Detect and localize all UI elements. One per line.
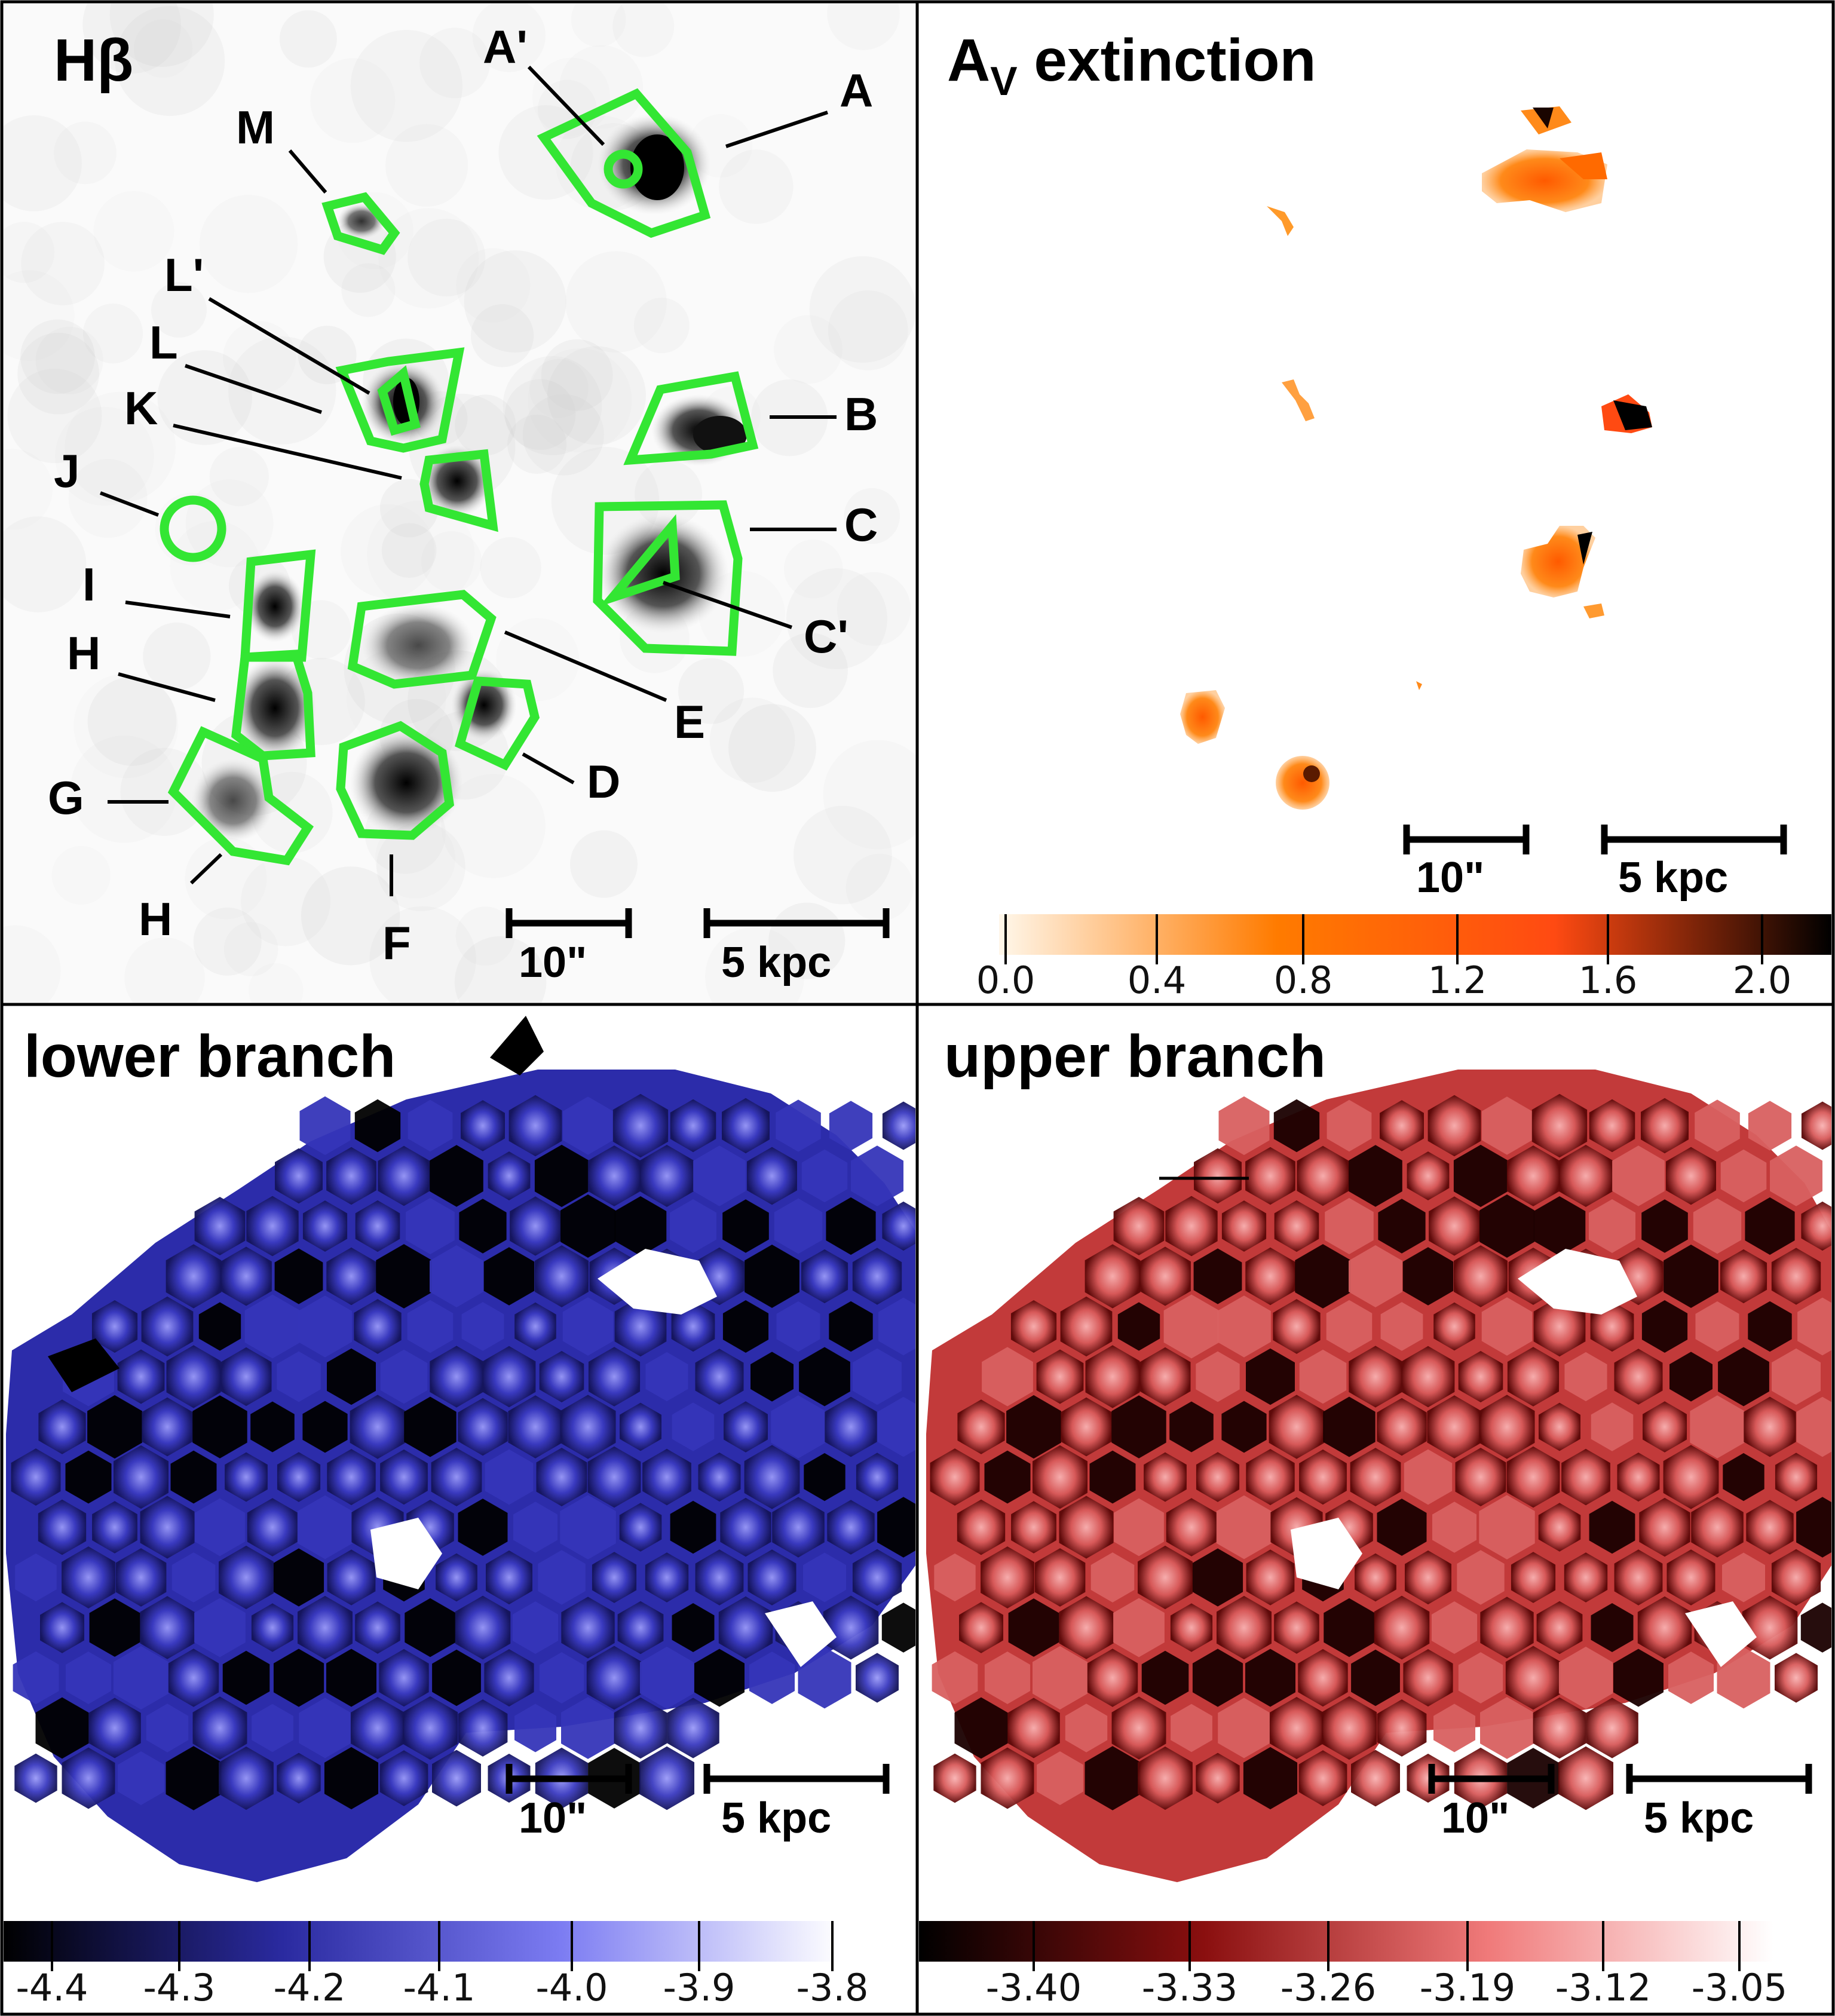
av-panel: AV extinction 10" 5 kpc 0.0 0.4 0.8 1.2 1.6 2… xyxy=(919,4,1831,1003)
region-label-B: B xyxy=(844,388,878,440)
upper-tick-label: -3.26 xyxy=(1280,1966,1376,2009)
hbeta-panel: A' A M L' L K B J C I C' H E D G F H Hβ … xyxy=(4,4,915,1003)
region-M xyxy=(321,192,400,255)
lower-tick-label: -4.3 xyxy=(143,1966,216,2009)
lower-tick-label: -4.1 xyxy=(403,1966,476,2009)
upper-cells xyxy=(930,1093,1831,1810)
region-C xyxy=(593,500,743,656)
upper-panel: upper branch 10" 5 kpc -3.40 -3.33 -3.26 -3… xyxy=(919,1006,1831,2009)
region-label-M: M xyxy=(236,101,275,154)
region-label-K: K xyxy=(124,382,158,434)
region-K xyxy=(419,449,498,532)
av-tick-label: 0.8 xyxy=(1274,958,1333,1002)
region-E xyxy=(347,590,497,689)
region-L xyxy=(377,365,421,436)
lower-colorbar-ticks: -4.4 -4.3 -4.2 -4.1 -4.0 -3.9 -3.8 xyxy=(16,1921,869,2009)
upper-tick-label: -3.19 xyxy=(1420,1966,1515,2009)
lower-tick-label: -3.9 xyxy=(663,1966,736,2009)
lower-tick-label: -4.2 xyxy=(274,1966,346,2009)
svg-text:10": 10" xyxy=(519,939,587,986)
region-label-E: E xyxy=(674,696,705,748)
av-tick-label: 2.0 xyxy=(1733,958,1792,1002)
upper-scalebar-physical: 5 kpc xyxy=(1626,1764,1812,1842)
lower-tick-label: -3.8 xyxy=(797,1966,869,2009)
lower-colorbar-bar xyxy=(4,1921,840,1962)
upper-tick-label: -3.05 xyxy=(1692,1966,1787,2009)
av-tick-label: 1.2 xyxy=(1428,958,1487,1002)
hbeta-scalebar-physical: 5 kpc xyxy=(703,908,890,986)
av-colorbar-ticks: 0.0 0.4 0.8 1.2 1.6 2.0 xyxy=(976,914,1792,1002)
svg-text:5 kpc: 5 kpc xyxy=(1618,854,1728,902)
av-colorbar: 0.0 0.4 0.8 1.2 1.6 2.0 xyxy=(976,914,1831,1002)
av-scalebar-physical: 5 kpc xyxy=(1601,825,1787,902)
region-label-A: A xyxy=(840,64,873,117)
region-J xyxy=(160,495,226,562)
region-label-F: F xyxy=(382,917,411,969)
upper-tick-label: -3.12 xyxy=(1555,1966,1651,2009)
region-label-L: L xyxy=(149,316,178,369)
svg-text:5 kpc: 5 kpc xyxy=(721,1794,831,1842)
region-label-G: G xyxy=(48,771,84,824)
upper-tick-label: -3.40 xyxy=(986,1966,1082,2009)
upper-colorbar: -3.40 -3.33 -3.26 -3.19 -3.12 -3.05 xyxy=(919,1921,1787,2009)
lower-panel: lower branch 10" 5 kpc -4.4 -4.3 -4.2 -4.1-… xyxy=(4,1006,915,2009)
region-D xyxy=(455,676,540,771)
region-I xyxy=(240,549,316,662)
region-label-I: I xyxy=(82,558,96,611)
upper-scalebar-angular: 10" xyxy=(1428,1764,1555,1842)
region-label-C-prime: C' xyxy=(804,610,848,663)
lower-tick-label: -4.0 xyxy=(536,1966,608,2009)
region-B xyxy=(623,371,759,465)
region-H-upper xyxy=(231,649,315,761)
lower-scalebar-angular: 10" xyxy=(506,1764,632,1842)
hbeta-background-texture xyxy=(4,4,915,1003)
av-tick-label: 1.6 xyxy=(1579,958,1638,1002)
region-label-D: D xyxy=(587,755,620,808)
region-label-H-lower: H xyxy=(139,893,172,945)
hbeta-scalebar-angular: 10" xyxy=(506,908,632,986)
svg-text:5 kpc: 5 kpc xyxy=(721,939,831,986)
region-C-prime xyxy=(599,514,680,607)
upper-colorbar-ticks: -3.40 -3.33 -3.26 -3.19 -3.12 -3.05 xyxy=(986,1921,1787,2009)
region-label-C: C xyxy=(844,498,878,551)
lower-tick-label: -4.4 xyxy=(16,1966,88,2009)
region-A-prime xyxy=(604,149,643,189)
upper-title: upper branch xyxy=(944,1023,1326,1090)
av-title: AV extinction xyxy=(947,27,1316,104)
region-label-L-prime: L' xyxy=(164,249,204,301)
hbeta-image xyxy=(4,4,915,1003)
av-scalebar-angular: 10" xyxy=(1403,825,1530,902)
av-colorbar-bar xyxy=(999,914,1831,955)
svg-text:AV extinction: AV extinction xyxy=(947,27,1316,104)
region-G-H xyxy=(167,726,314,866)
svg-text:5 kpc: 5 kpc xyxy=(1644,1794,1754,1842)
region-label-J: J xyxy=(54,445,79,497)
lower-title: lower branch xyxy=(24,1023,396,1090)
svg-text:10": 10" xyxy=(1416,854,1484,902)
region-label-A-prime: A' xyxy=(483,20,528,73)
lower-cells xyxy=(11,1093,915,1810)
upper-border xyxy=(915,1003,1835,2016)
hbeta-regions xyxy=(160,88,759,866)
lower-map xyxy=(6,1016,915,1882)
region-F xyxy=(336,721,455,840)
region-A xyxy=(537,88,711,238)
av-tick-label: 0.4 xyxy=(1128,958,1187,1002)
svg-text:10": 10" xyxy=(519,1794,587,1842)
av-map xyxy=(1180,106,1652,810)
hbeta-leaders xyxy=(99,65,837,896)
region-L-prime xyxy=(335,347,465,453)
svg-text:10": 10" xyxy=(1441,1794,1509,1842)
lower-colorbar: -4.4 -4.3 -4.2 -4.1 -4.0 -3.9 -3.8 xyxy=(4,1921,868,2009)
upper-tick-label: -3.33 xyxy=(1142,1966,1237,2009)
upper-colorbar-bar xyxy=(919,1921,1773,1962)
region-label-H-upper: H xyxy=(67,627,100,679)
hbeta-region-labels: A' A M L' L K B J C I C' H E D G F H xyxy=(48,20,878,969)
hbeta-title: Hβ xyxy=(54,27,133,94)
av-tick-label: 0.0 xyxy=(976,958,1036,1002)
lower-scalebar-physical: 5 kpc xyxy=(703,1764,890,1842)
upper-map xyxy=(926,1070,1831,1882)
